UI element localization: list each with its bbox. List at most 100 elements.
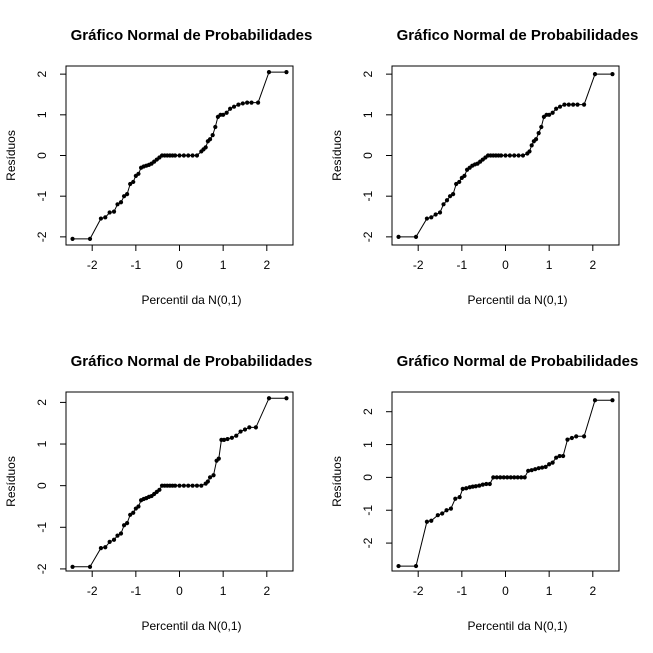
data-point bbox=[190, 483, 195, 488]
data-point bbox=[249, 100, 254, 105]
data-point bbox=[236, 102, 241, 107]
y-tick-label: 1 bbox=[361, 111, 375, 118]
data-point bbox=[211, 473, 216, 478]
y-tick-label: 2 bbox=[35, 399, 49, 406]
data-point bbox=[515, 475, 520, 480]
x-tick-label: 1 bbox=[546, 584, 553, 598]
data-point bbox=[437, 210, 443, 215]
x-axis-label: Percentil da N(0,1) bbox=[141, 293, 241, 307]
x-tick-label: 0 bbox=[502, 584, 509, 598]
data-point bbox=[557, 453, 562, 459]
x-tick-label: 2 bbox=[263, 258, 270, 272]
data-point bbox=[533, 467, 538, 472]
data-point bbox=[562, 102, 567, 107]
y-tick-label: -2 bbox=[35, 231, 49, 242]
data-point bbox=[234, 433, 239, 438]
y-axis-label: Resíduos bbox=[4, 456, 18, 507]
plot-panel-3: Gráfico Normal de Probabilidades -2 -1 0 1 2 -… bbox=[0, 326, 326, 652]
data-point bbox=[107, 210, 112, 215]
data-point bbox=[253, 425, 258, 430]
data-point bbox=[242, 427, 248, 432]
data-point bbox=[529, 468, 534, 473]
data-point bbox=[512, 475, 517, 480]
data-point bbox=[550, 460, 555, 465]
data-point bbox=[87, 564, 93, 569]
data-point bbox=[284, 396, 289, 401]
data-point bbox=[429, 215, 434, 220]
data-point bbox=[186, 153, 191, 158]
data-point bbox=[491, 475, 496, 480]
data-point bbox=[121, 194, 127, 199]
x-tick-label: 0 bbox=[176, 584, 183, 598]
data-point bbox=[266, 396, 272, 401]
data-point bbox=[547, 112, 552, 117]
data-point bbox=[87, 236, 93, 241]
data-point bbox=[213, 124, 218, 130]
data-point bbox=[245, 100, 250, 105]
x-tick-label: 2 bbox=[589, 258, 596, 272]
data-point bbox=[480, 482, 485, 487]
data-point bbox=[121, 523, 127, 528]
data-point bbox=[444, 198, 450, 203]
data-point bbox=[581, 434, 587, 439]
data-point bbox=[561, 453, 566, 459]
data-point bbox=[125, 192, 130, 197]
qq-plot-1: Gráfico Normal de Probabilidades -2 -1 0 1 2 -… bbox=[4, 27, 312, 307]
data-point bbox=[231, 104, 237, 109]
data-point bbox=[221, 437, 227, 442]
data-point bbox=[173, 153, 178, 158]
data-point bbox=[581, 102, 587, 107]
y-tick-label: 0 bbox=[361, 474, 375, 481]
x-tick-label: 1 bbox=[220, 258, 227, 272]
data-point bbox=[247, 425, 252, 430]
data-point bbox=[203, 145, 208, 150]
data-point bbox=[194, 153, 200, 158]
data-point bbox=[433, 212, 438, 217]
data-point bbox=[592, 72, 598, 77]
chart-title: Gráfico Normal de Probabilidades bbox=[397, 27, 639, 44]
data-point bbox=[536, 131, 541, 136]
data-point bbox=[435, 513, 440, 518]
x-tick-label: 1 bbox=[220, 584, 227, 598]
x-tick-label: -1 bbox=[457, 258, 468, 272]
data-point bbox=[454, 181, 459, 187]
data-point bbox=[519, 475, 524, 480]
data-point bbox=[536, 466, 541, 471]
data-point bbox=[177, 153, 182, 158]
data-point bbox=[115, 202, 120, 207]
y-axis-label: Resíduos bbox=[330, 130, 344, 181]
data-point bbox=[557, 104, 563, 109]
data-point bbox=[136, 171, 141, 176]
data-point bbox=[457, 495, 462, 500]
data-point bbox=[229, 435, 234, 440]
data-point bbox=[533, 137, 539, 142]
qq-plot-2: Gráfico Normal de Probabilidades -2 -1 0 1 2 -… bbox=[330, 27, 639, 307]
data-point bbox=[70, 236, 75, 241]
data-point bbox=[473, 484, 478, 489]
data-point bbox=[464, 486, 469, 491]
data-point bbox=[181, 483, 186, 488]
data-point bbox=[429, 518, 434, 523]
data-point bbox=[592, 398, 598, 403]
y-tick-label: 2 bbox=[361, 408, 375, 415]
y-tick-label: -2 bbox=[35, 563, 49, 574]
data-point bbox=[181, 153, 186, 158]
data-point bbox=[131, 179, 136, 185]
y-tick-label: 2 bbox=[361, 70, 375, 77]
y-tick-label: -2 bbox=[361, 537, 375, 548]
chart-title: Gráfico Normal de Probabilidades bbox=[71, 353, 313, 370]
y-tick-label: -1 bbox=[35, 522, 49, 533]
data-point bbox=[98, 216, 104, 221]
data-point bbox=[194, 483, 200, 488]
data-point bbox=[526, 468, 531, 473]
data-point bbox=[207, 475, 213, 480]
x-tick-label: -2 bbox=[87, 584, 98, 598]
data-point bbox=[484, 481, 489, 487]
data-point bbox=[460, 486, 465, 491]
data-point bbox=[575, 102, 580, 107]
y-tick-label: 1 bbox=[361, 441, 375, 448]
data-point bbox=[508, 475, 513, 480]
x-tick-label: -2 bbox=[413, 258, 424, 272]
data-point bbox=[540, 465, 545, 470]
data-point bbox=[444, 508, 449, 513]
